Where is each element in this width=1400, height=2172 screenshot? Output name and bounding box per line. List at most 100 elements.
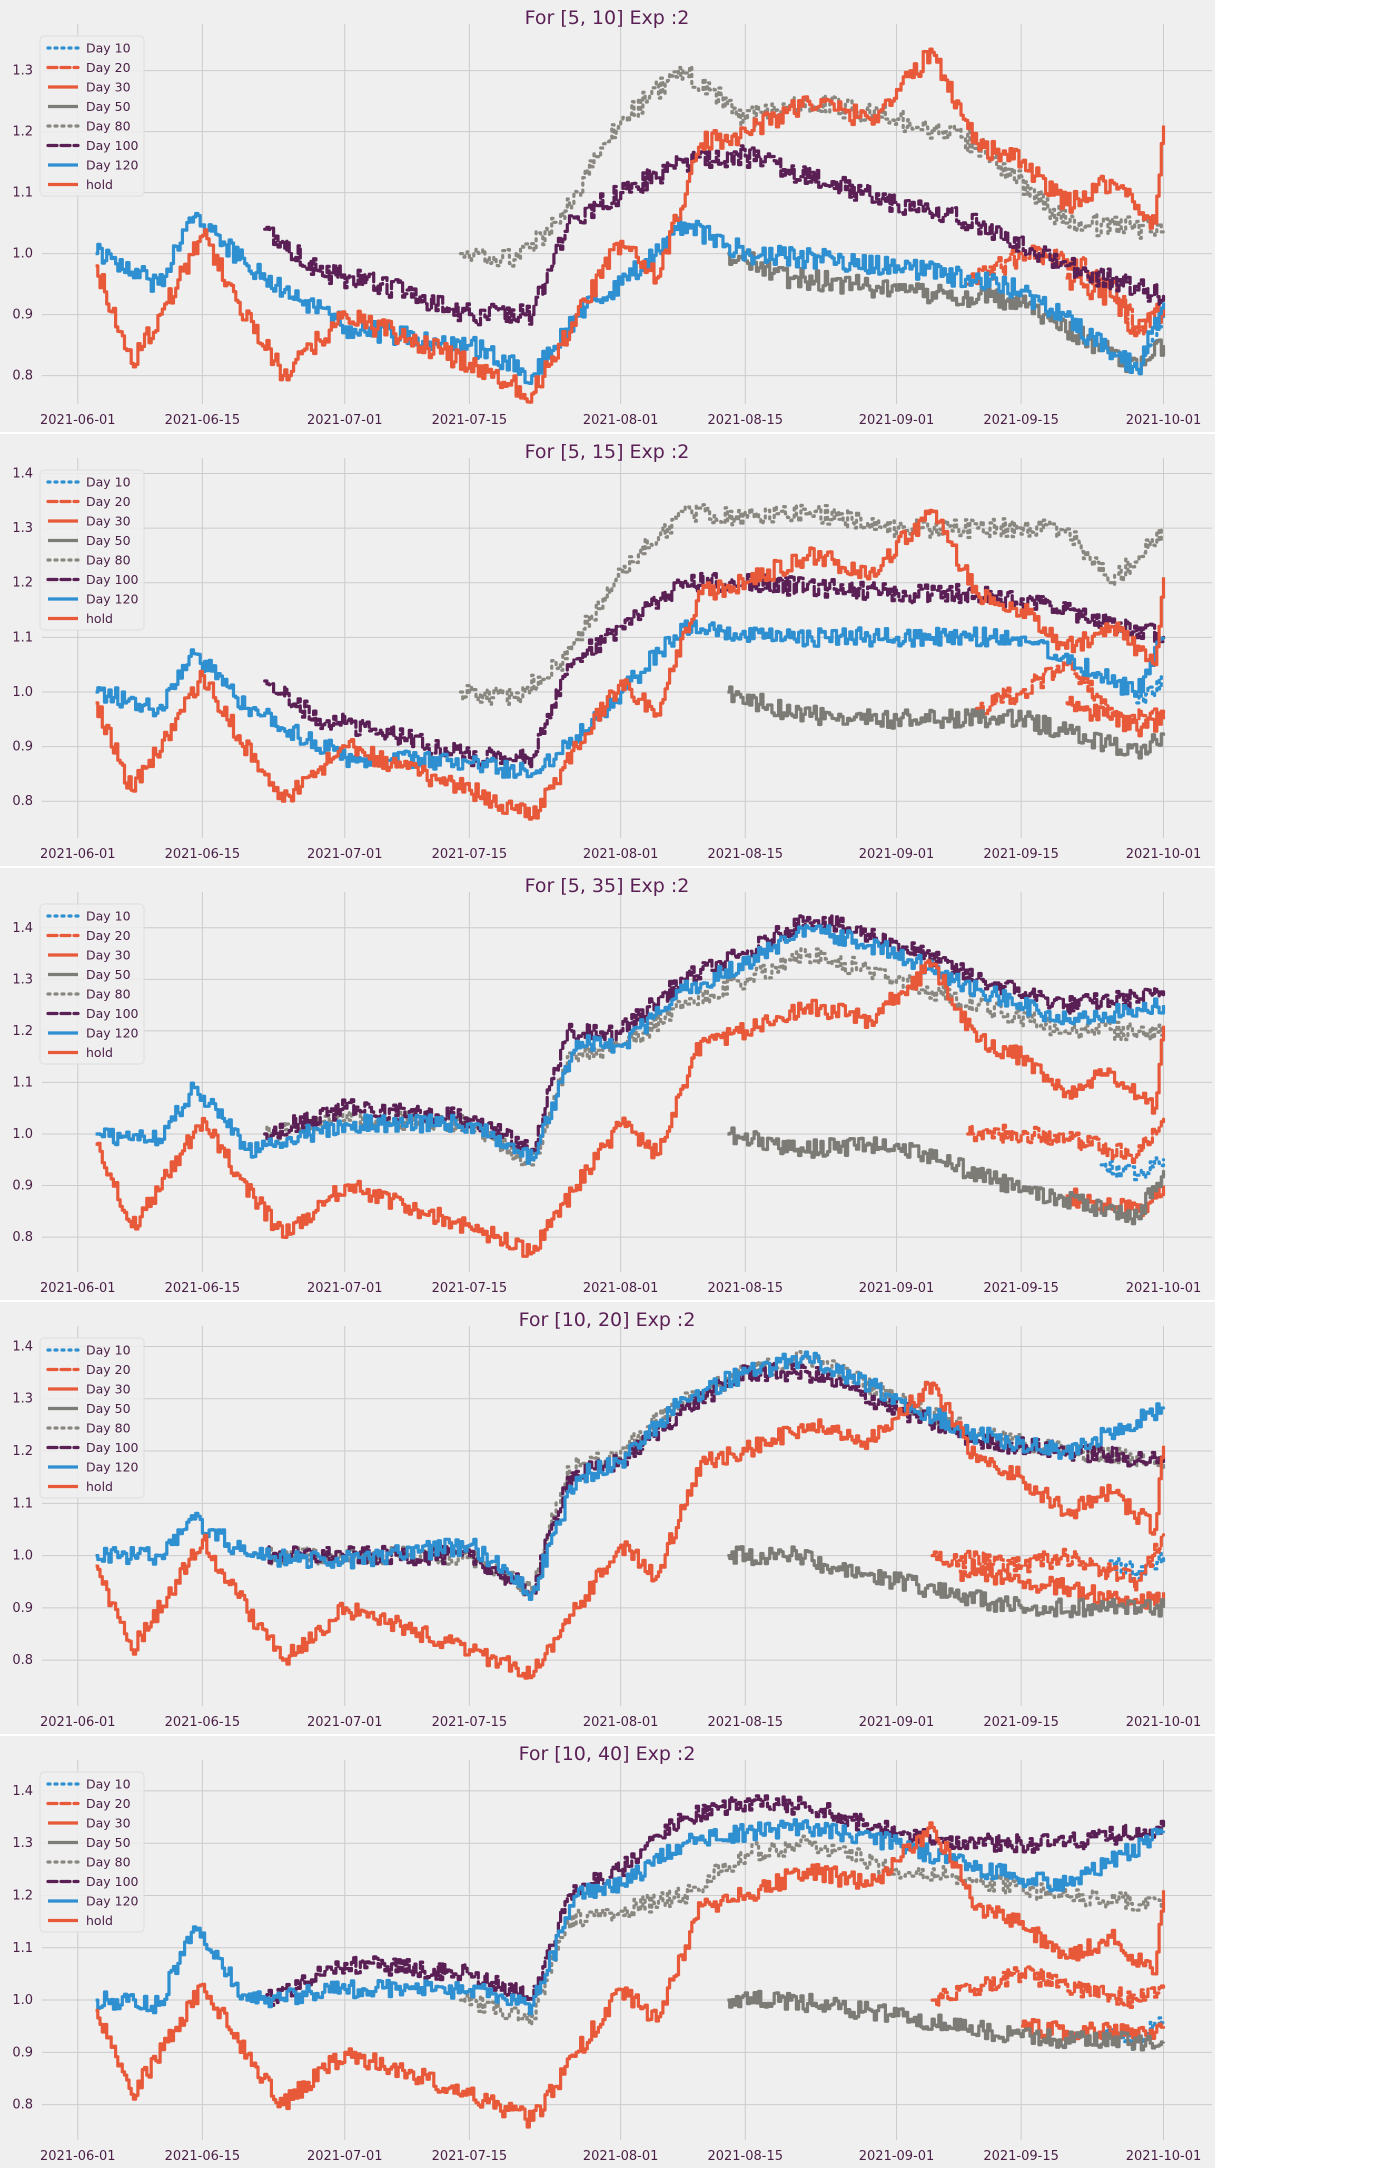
y-tick-label: 0.9 xyxy=(12,1179,33,1194)
series-line-day-80 xyxy=(458,1834,1166,2026)
x-tick-label: 2021-09-15 xyxy=(983,2149,1059,2164)
x-tick-label: 2021-08-01 xyxy=(583,2149,659,2164)
y-tick-label: 1.4 xyxy=(12,466,33,481)
legend-label: Day 30 xyxy=(86,1816,131,1831)
series-line-hold xyxy=(95,47,1166,404)
series-line-day-120 xyxy=(95,211,1166,385)
series-line-day-30 xyxy=(1065,695,1166,738)
x-tick-label: 2021-09-01 xyxy=(859,413,935,428)
x-tick-label: 2021-06-15 xyxy=(165,847,241,862)
series-line-day-120 xyxy=(95,1350,1166,1601)
x-tick-label: 2021-07-01 xyxy=(307,1281,383,1296)
series-line-day-20 xyxy=(930,1965,1166,2009)
legend-label: Day 120 xyxy=(86,158,139,173)
series-line-day-20 xyxy=(930,1533,1166,1592)
legend-box xyxy=(39,903,145,1065)
series-line-day-20 xyxy=(966,244,1166,336)
legend-label: Day 80 xyxy=(86,1421,131,1436)
y-tick-label: 1.1 xyxy=(12,186,33,201)
x-tick-label: 2021-07-01 xyxy=(307,1715,383,1730)
legend-label: Day 100 xyxy=(86,572,139,587)
y-tick-label: 0.9 xyxy=(12,740,33,755)
chart-title: For [5, 35] Exp :2 xyxy=(525,875,690,897)
legend-label: Day 30 xyxy=(86,1382,131,1397)
legend: Day 10 Day 20 Day 30 Day 50 Day 80 Day 100 Day… xyxy=(39,1771,145,1933)
series-group xyxy=(95,1350,1166,1680)
y-tick-label: 1.0 xyxy=(12,1127,33,1142)
y-tick-label: 1.2 xyxy=(12,1024,33,1039)
x-tick-label: 2021-08-01 xyxy=(583,1281,659,1296)
chart-title: For [5, 15] Exp :2 xyxy=(525,441,690,463)
y-tick-label: 1.1 xyxy=(12,1496,33,1511)
y-tick-label: 1.4 xyxy=(12,1339,33,1354)
legend-label: Day 50 xyxy=(86,99,131,114)
x-tick-label: 2021-09-01 xyxy=(859,1281,935,1296)
x-tick-label: 2021-07-15 xyxy=(432,1281,508,1296)
x-tick-label: 2021-07-01 xyxy=(307,2149,383,2164)
x-tick-label: 2021-09-15 xyxy=(983,1715,1059,1730)
y-tick-label: 1.2 xyxy=(12,576,33,591)
y-tick-label: 0.8 xyxy=(12,1653,33,1668)
chart-title: For [10, 40] Exp :2 xyxy=(519,1743,696,1765)
legend-label: Day 20 xyxy=(86,494,131,509)
legend-label: hold xyxy=(86,177,113,192)
x-tick-label: 2021-06-15 xyxy=(165,2149,241,2164)
x-tick-label: 2021-06-15 xyxy=(165,1715,241,1730)
x-tick-label: 2021-07-01 xyxy=(307,413,383,428)
x-tick-label: 2021-07-15 xyxy=(432,413,508,428)
legend-box xyxy=(39,35,145,197)
legend-label: Day 120 xyxy=(86,592,139,607)
legend-label: Day 120 xyxy=(86,1026,139,1041)
x-tick-label: 2021-09-01 xyxy=(859,847,935,862)
series-line-day-50 xyxy=(727,1545,1166,1619)
legend-label: hold xyxy=(86,611,113,626)
plot-background xyxy=(0,0,1215,432)
series-group xyxy=(95,1794,1166,2129)
series-group xyxy=(95,914,1166,1258)
legend-label: Day 20 xyxy=(86,1362,131,1377)
y-tick-label: 0.8 xyxy=(12,794,33,809)
legend: Day 10 Day 20 Day 30 Day 50 Day 80 Day 100 Day… xyxy=(39,1337,145,1499)
legend-label: Day 30 xyxy=(86,80,131,95)
x-tick-label: 2021-09-15 xyxy=(983,1281,1059,1296)
x-tick-label: 2021-07-15 xyxy=(432,1715,508,1730)
y-tick-label: 1.3 xyxy=(12,521,33,536)
x-tick-label: 2021-10-01 xyxy=(1126,1715,1202,1730)
series-line-day-100 xyxy=(263,571,1166,769)
series-line-hold xyxy=(95,1821,1166,2129)
series-line-day-30 xyxy=(1065,272,1166,338)
y-tick-label: 1.2 xyxy=(12,1888,33,1903)
plot-background xyxy=(0,1302,1215,1734)
series-line-day-120 xyxy=(95,1818,1166,2016)
x-tick-label: 2021-06-01 xyxy=(40,413,116,428)
series-line-hold xyxy=(95,508,1166,821)
x-tick-label: 2021-07-15 xyxy=(432,847,508,862)
x-tick-label: 2021-09-01 xyxy=(859,1715,935,1730)
y-tick-label: 1.3 xyxy=(12,64,33,79)
x-tick-label: 2021-10-01 xyxy=(1126,1281,1202,1296)
x-tick-label: 2021-07-01 xyxy=(307,847,383,862)
legend-label: Day 80 xyxy=(86,1855,131,1870)
x-tick-label: 2021-06-01 xyxy=(40,1715,116,1730)
series-line-day-10 xyxy=(1108,1551,1166,1581)
y-tick-label: 0.9 xyxy=(12,2045,33,2060)
x-tick-label: 2021-06-01 xyxy=(40,2149,116,2164)
chart-panel: 2021-06-01 2021-06-15 2021-07-01 2021-07-15… xyxy=(0,434,1215,866)
legend-label: Day 10 xyxy=(86,909,131,924)
x-tick-label: 2021-08-15 xyxy=(707,847,783,862)
x-tick-label: 2021-10-01 xyxy=(1126,2149,1202,2164)
legend-label: Day 20 xyxy=(86,928,131,943)
x-tick-label: 2021-08-15 xyxy=(707,413,783,428)
chart-panel: 2021-06-01 2021-06-15 2021-07-01 2021-07-15… xyxy=(0,1302,1215,1734)
legend-label: hold xyxy=(86,1045,113,1060)
x-tick-label: 2021-07-15 xyxy=(432,2149,508,2164)
legend-label: Day 50 xyxy=(86,533,131,548)
legend-box xyxy=(39,1771,145,1933)
y-tick-label: 1.4 xyxy=(12,921,33,936)
chart-panel: 2021-06-01 2021-06-15 2021-07-01 2021-07-15… xyxy=(0,1736,1215,2168)
y-tick-label: 0.9 xyxy=(12,308,33,323)
series-line-day-80 xyxy=(458,503,1166,706)
legend-label: Day 100 xyxy=(86,1874,139,1889)
series-line-day-50 xyxy=(727,685,1166,760)
